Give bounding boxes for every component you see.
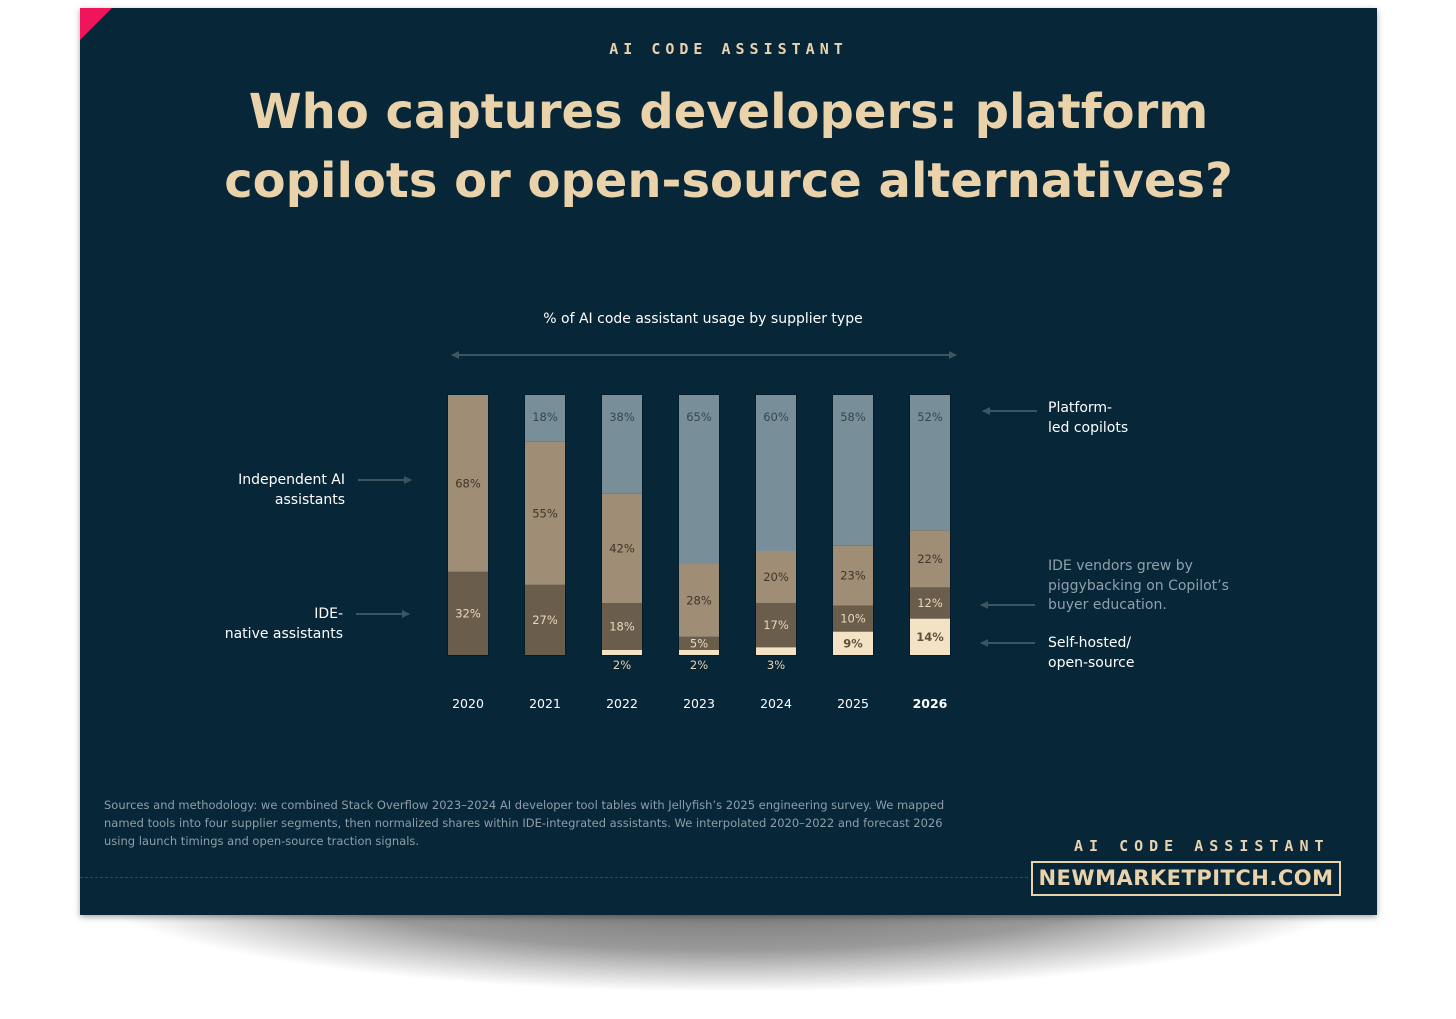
data-label: 18% [532, 410, 558, 424]
data-label: 2% [690, 658, 708, 672]
label-self-hosted: Self-hosted/ open-source [1048, 635, 1135, 671]
bar-segment [756, 647, 796, 655]
data-label: 58% [840, 410, 866, 424]
data-label: 9% [843, 636, 863, 650]
bar-segment [833, 605, 873, 632]
chart-title: % of AI code assistant usage by supplier… [543, 311, 863, 327]
stacked-bar-chart: 32% 68% 2020 27% 55% 18% 2021 2% 18% 42% 38% 2022 2%… [356, 351, 1037, 711]
data-label: 2% [613, 658, 631, 672]
kicker-top: AI CODE ASSISTANT [609, 40, 848, 58]
bar-segment [602, 493, 642, 603]
bar-segment [525, 395, 565, 442]
bar-segment [448, 395, 488, 572]
infographic-card: AI CODE ASSISTANT Who captures developer… [80, 8, 1377, 915]
label-ide-native: IDE- native assistants [224, 606, 343, 642]
x-tick-label: 2020 [452, 696, 484, 711]
bar-segment [910, 530, 950, 588]
bar-segment [679, 636, 719, 650]
data-label: 20% [763, 570, 789, 584]
data-label: 60% [763, 410, 789, 424]
data-label: 65% [686, 410, 712, 424]
label-platform: Platform- led copilots [1048, 400, 1129, 436]
data-label: 55% [532, 506, 558, 520]
bar-segment [910, 618, 950, 655]
title-line-2: copilots or open-source alternatives? [224, 153, 1233, 209]
data-label: 5% [690, 636, 708, 650]
data-label: 28% [686, 593, 712, 607]
data-label: 14% [916, 630, 944, 644]
data-label: 18% [609, 619, 635, 633]
bar-segment [756, 603, 796, 648]
bar-segment [602, 603, 642, 650]
x-tick-label: 2024 [760, 696, 792, 711]
title-line-1: Who captures developers: platform [248, 84, 1209, 140]
data-label: 22% [917, 552, 943, 566]
data-label: 10% [840, 612, 866, 626]
data-label: 17% [763, 618, 789, 632]
label-independent: Independent AI assistants [238, 472, 345, 508]
bar-segment [679, 564, 719, 637]
data-label: 23% [840, 569, 866, 583]
bar-segment [525, 441, 565, 585]
sources-note: Sources and methodology: we combined Sta… [104, 798, 945, 848]
data-label: 3% [767, 658, 785, 672]
data-label: 12% [917, 596, 943, 610]
label-ide-note: IDE vendors grew by piggybacking on Copi… [1048, 558, 1229, 613]
x-tick-label: 2023 [683, 696, 715, 711]
x-tick-label: 2022 [606, 696, 638, 711]
data-label: 38% [609, 410, 635, 424]
bar-segment [756, 395, 796, 551]
data-label: 27% [532, 613, 558, 627]
bar-segment [910, 395, 950, 531]
corner-accent [80, 8, 112, 40]
kicker-bottom: AI CODE ASSISTANT [1074, 837, 1330, 855]
bar-segment [679, 395, 719, 564]
bar-segment [833, 395, 873, 546]
data-label: 32% [455, 606, 481, 620]
data-label: 42% [609, 541, 635, 555]
bar-segment [910, 587, 950, 619]
bar-segment [833, 545, 873, 606]
x-tick-label: 2025 [837, 696, 869, 711]
x-tick-label: 2021 [529, 696, 561, 711]
page-title: Who captures developers: platform copilo… [160, 78, 1297, 216]
bar-segment [833, 631, 873, 655]
footer-divider [80, 877, 1028, 878]
data-label: 52% [917, 410, 943, 424]
data-label: 68% [455, 476, 481, 490]
bar-segment [602, 649, 642, 655]
bar-segment [756, 551, 796, 603]
bar-segment [448, 571, 488, 655]
bar-segment [679, 649, 719, 655]
brand-link[interactable]: NEWMARKETPITCH.COM [1031, 861, 1341, 896]
bar-segment [525, 584, 565, 655]
bar-segment [602, 395, 642, 494]
x-tick-label: 2026 [913, 696, 948, 711]
